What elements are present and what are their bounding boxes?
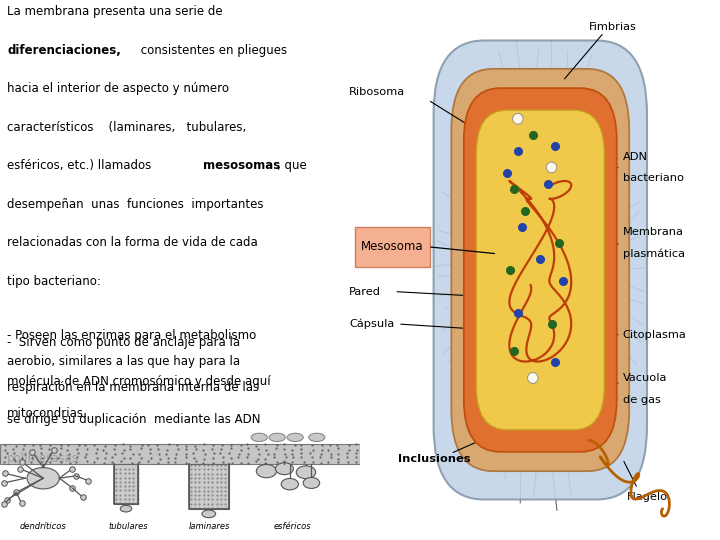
Ellipse shape bbox=[309, 433, 325, 442]
Text: característicos    (laminares,   tubulares,: característicos (laminares, tubulares, bbox=[7, 120, 246, 133]
FancyBboxPatch shape bbox=[0, 444, 360, 464]
Text: - Poseen las enzimas para el metabolismo: - Poseen las enzimas para el metabolismo bbox=[7, 329, 256, 342]
Text: Pared: Pared bbox=[349, 287, 382, 296]
Ellipse shape bbox=[251, 433, 267, 442]
Text: plasmática: plasmática bbox=[623, 248, 685, 259]
Text: Flagelo: Flagelo bbox=[626, 492, 667, 502]
Text: Mesosoma: Mesosoma bbox=[361, 240, 423, 253]
FancyBboxPatch shape bbox=[433, 40, 647, 500]
Text: dendríticos: dendríticos bbox=[20, 522, 66, 531]
Ellipse shape bbox=[528, 373, 538, 383]
Text: esféricos: esféricos bbox=[274, 522, 311, 531]
Text: polimerasas.: polimerasas. bbox=[7, 451, 83, 464]
FancyBboxPatch shape bbox=[476, 110, 604, 430]
Ellipse shape bbox=[27, 468, 59, 489]
Text: mitocondrias.: mitocondrias. bbox=[7, 407, 88, 420]
Text: tipo bacteriano:: tipo bacteriano: bbox=[7, 274, 101, 287]
Text: mesosomas: mesosomas bbox=[203, 159, 281, 172]
Bar bbox=[114, 464, 138, 504]
Text: diferenciaciones,: diferenciaciones, bbox=[7, 44, 121, 57]
Text: se dirige su duplicación  mediante las ADN: se dirige su duplicación mediante las AD… bbox=[7, 413, 261, 426]
Text: esféricos, etc.) llamados: esféricos, etc.) llamados bbox=[7, 159, 156, 172]
Text: bacteriano: bacteriano bbox=[623, 173, 684, 183]
Text: Ribosoma: Ribosoma bbox=[349, 87, 405, 97]
Text: Membrana: Membrana bbox=[623, 227, 683, 237]
Text: consistentes en pliegues: consistentes en pliegues bbox=[137, 44, 287, 57]
Text: Fimbrias: Fimbrias bbox=[589, 22, 636, 32]
Ellipse shape bbox=[120, 505, 132, 512]
Text: ADN: ADN bbox=[623, 152, 648, 161]
FancyBboxPatch shape bbox=[451, 69, 629, 471]
Ellipse shape bbox=[546, 162, 557, 173]
Circle shape bbox=[282, 478, 299, 490]
Text: Citoplasma: Citoplasma bbox=[623, 330, 686, 340]
Text: Vacuola: Vacuola bbox=[623, 373, 667, 383]
Ellipse shape bbox=[513, 113, 523, 124]
Text: Cápsula: Cápsula bbox=[349, 319, 395, 329]
Bar bbox=[189, 464, 229, 509]
Ellipse shape bbox=[287, 433, 303, 442]
Text: La membrana presenta una serie de: La membrana presenta una serie de bbox=[7, 5, 222, 18]
Text: de gas: de gas bbox=[623, 395, 660, 404]
Text: -  Sirven como punto de anclaje para la: - Sirven como punto de anclaje para la bbox=[7, 336, 240, 349]
Circle shape bbox=[256, 464, 276, 478]
Circle shape bbox=[276, 463, 294, 475]
Circle shape bbox=[303, 477, 320, 489]
Text: aerobio, similares a las que hay para la: aerobio, similares a las que hay para la bbox=[7, 355, 240, 368]
Text: hacia el interior de aspecto y número: hacia el interior de aspecto y número bbox=[7, 82, 229, 95]
Text: , que: , que bbox=[277, 159, 307, 172]
Text: tubulares: tubulares bbox=[108, 522, 148, 531]
FancyBboxPatch shape bbox=[355, 227, 430, 267]
Circle shape bbox=[297, 466, 316, 478]
Text: relacionadas con la forma de vida de cada: relacionadas con la forma de vida de cad… bbox=[7, 236, 258, 249]
FancyBboxPatch shape bbox=[464, 88, 617, 452]
Ellipse shape bbox=[269, 433, 285, 442]
Text: desempeñan  unas  funciones  importantes: desempeñan unas funciones importantes bbox=[7, 198, 264, 211]
Text: laminares: laminares bbox=[189, 522, 230, 531]
Text: Inclusiones: Inclusiones bbox=[398, 454, 470, 464]
Text: respiración en la membrana interna de las: respiración en la membrana interna de la… bbox=[7, 381, 259, 394]
Ellipse shape bbox=[202, 510, 216, 518]
Text: molécula de ADN cromosómico y desde aquí: molécula de ADN cromosómico y desde aquí bbox=[7, 375, 271, 388]
